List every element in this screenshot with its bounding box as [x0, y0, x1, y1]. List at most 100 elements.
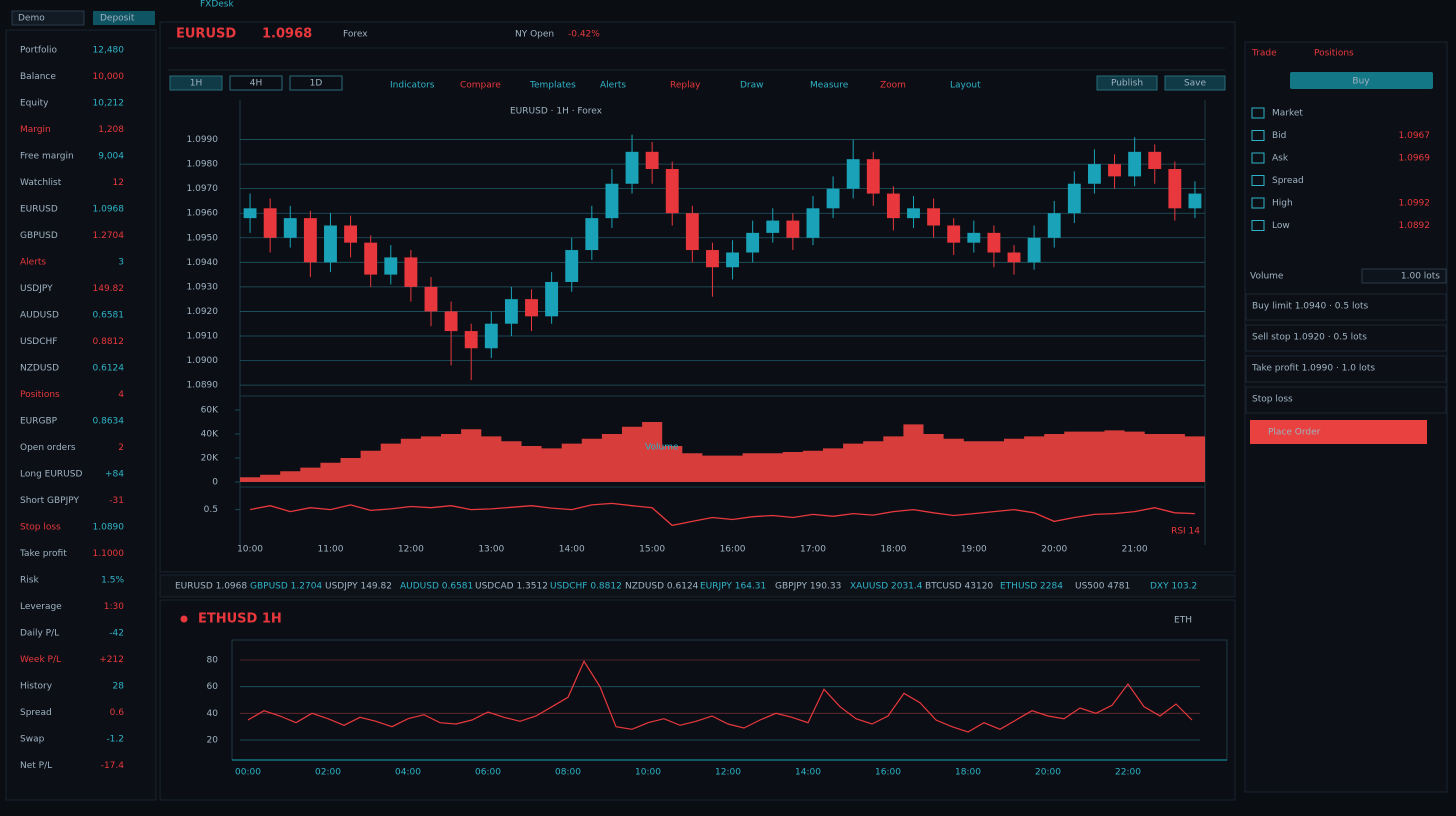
toolbar-tool[interactable]: Compare — [460, 81, 501, 91]
order-label[interactable]: Buy limit 1.0940 · 0.5 lots — [1252, 302, 1369, 312]
ticker-item[interactable]: USDCAD 1.3512 — [475, 582, 548, 592]
toolbar-tool[interactable]: Layout — [950, 81, 981, 91]
ticker-item[interactable]: USDJPY 149.82 — [325, 582, 392, 592]
account-select[interactable] — [11, 10, 85, 26]
sidebar-label[interactable]: Spread — [20, 708, 52, 718]
place-order-label[interactable]: Place Order — [1268, 428, 1321, 438]
ticker-item[interactable]: ETHUSD 2284 — [1000, 582, 1063, 592]
order-row[interactable] — [1245, 293, 1447, 321]
toolbar-tool[interactable]: Zoom — [880, 81, 906, 91]
sidebar-label[interactable]: Risk — [20, 576, 39, 586]
candle-body — [344, 225, 358, 243]
sidebar-label[interactable]: Equity — [20, 99, 49, 109]
candle-body — [866, 159, 880, 194]
candle-body — [907, 208, 920, 219]
sidebar-label[interactable]: Watchlist — [20, 178, 62, 188]
candle-body — [1188, 193, 1202, 209]
deposit-button[interactable] — [93, 11, 155, 25]
order-label[interactable]: Stop loss — [1252, 395, 1293, 405]
sidebar-label[interactable]: Margin — [20, 125, 51, 135]
watch-label: Market — [1272, 109, 1303, 119]
sidebar-label[interactable]: Short GBPJPY — [20, 496, 79, 506]
timeframe-button[interactable] — [289, 75, 343, 91]
sidebar-label[interactable]: Portfolio — [20, 46, 58, 56]
sidebar-label[interactable]: USDJPY — [20, 284, 53, 294]
sidebar-label[interactable]: Week P/L — [20, 655, 61, 665]
y-tick-label: 1.0920 — [187, 307, 219, 317]
ticker-item[interactable]: BTCUSD 43120 — [925, 582, 993, 592]
sidebar-label[interactable]: Take profit — [19, 549, 67, 559]
ticker-item[interactable]: NZDUSD 0.6124 — [625, 582, 699, 592]
order-row[interactable] — [1245, 324, 1447, 352]
action-label[interactable]: Publish — [1111, 79, 1143, 89]
action-button[interactable] — [1164, 75, 1226, 91]
sidebar-label[interactable]: History — [20, 682, 53, 692]
sidebar-label[interactable]: Positions — [20, 390, 60, 400]
timeframe-label[interactable]: 1D — [310, 79, 323, 89]
volume-value[interactable]: 1.00 lots — [1401, 272, 1440, 282]
sidebar-label[interactable]: AUDUSD — [20, 311, 59, 321]
watch-icon — [1251, 107, 1265, 119]
deposit[interactable]: Deposit — [100, 14, 135, 24]
ticker-item[interactable]: AUDUSD 0.6581 — [400, 582, 473, 592]
volume-input[interactable] — [1361, 268, 1447, 284]
y-tick-label: 1.0990 — [187, 135, 219, 145]
volume-title: Volume — [645, 443, 679, 453]
ticker-item[interactable]: GBPJPY 190.33 — [775, 582, 841, 592]
ticker-item[interactable]: GBPUSD 1.2704 — [250, 582, 322, 592]
ticker-item[interactable]: XAUUSD 2031.4 — [850, 582, 923, 592]
toolbar-tool[interactable]: Replay — [670, 81, 701, 91]
place-order-button[interactable] — [1250, 420, 1427, 444]
sidebar-label[interactable]: Leverage — [20, 602, 62, 612]
ticker-item[interactable]: USDCHF 0.8812 — [550, 582, 622, 592]
buy-label[interactable]: Buy — [1352, 77, 1370, 87]
market: Forex — [343, 30, 368, 40]
timeframe-label[interactable]: 4H — [250, 79, 263, 89]
timeframe-button[interactable] — [169, 75, 223, 91]
toolbar-tool[interactable]: Alerts — [600, 81, 626, 91]
ticker-item[interactable]: DXY 103.2 — [1150, 582, 1197, 592]
toolbar-tool[interactable]: Draw — [740, 81, 764, 91]
sidebar-value: 1:30 — [104, 602, 124, 612]
candle-body — [746, 232, 760, 253]
sidebar-label[interactable]: Net P/L — [20, 761, 52, 771]
panel-tab[interactable]: Positions — [1314, 49, 1354, 59]
right-panel — [1244, 41, 1448, 793]
x-tick-label: 18:00 — [880, 545, 906, 555]
sidebar-label[interactable]: Daily P/L — [20, 629, 59, 639]
x-tick-label: 15:00 — [639, 545, 665, 555]
toolbar-tool[interactable]: Indicators — [390, 81, 435, 91]
sidebar-label[interactable]: EURUSD — [20, 205, 58, 215]
sidebar-label[interactable]: Balance — [20, 72, 56, 82]
sidebar-label[interactable]: Long EURUSD — [20, 470, 82, 480]
action-button[interactable] — [1096, 75, 1158, 91]
x-tick-label: 02:00 — [315, 768, 341, 778]
order-row[interactable] — [1245, 386, 1447, 414]
sidebar-label[interactable]: Alerts — [20, 258, 46, 268]
panel-tab[interactable]: Trade — [1251, 49, 1277, 59]
toolbar-tool[interactable]: Measure — [810, 81, 849, 91]
ticker-strip — [159, 574, 1236, 598]
ticker-item[interactable]: EURJPY 164.31 — [700, 582, 766, 592]
candle-body — [605, 183, 619, 219]
ticker-item[interactable]: US500 4781 — [1075, 582, 1130, 592]
sidebar-label[interactable]: NZDUSD — [20, 364, 59, 374]
x-tick-label: 18:00 — [955, 768, 981, 778]
sidebar-label[interactable]: Stop loss — [20, 523, 61, 533]
sidebar-label[interactable]: USDCHF — [20, 337, 57, 347]
sidebar-label[interactable]: GBPUSD — [20, 231, 58, 241]
timeframe-button[interactable] — [229, 75, 283, 91]
sidebar-label[interactable]: EURGBP — [20, 417, 58, 427]
sidebar-label[interactable]: Swap — [20, 735, 45, 745]
action-label[interactable]: Save — [1184, 79, 1207, 89]
sidebar-label[interactable]: Open orders — [20, 443, 76, 453]
order-label[interactable]: Sell stop 1.0920 · 0.5 lots — [1252, 333, 1367, 343]
order-label[interactable]: Take profit 1.0990 · 1.0 lots — [1251, 364, 1375, 374]
candle-body — [987, 232, 1001, 253]
toolbar-tool[interactable]: Templates — [529, 81, 576, 91]
ticker-item[interactable]: EURUSD 1.0968 — [175, 582, 247, 592]
sidebar-label[interactable]: Free margin — [20, 152, 74, 162]
order-row[interactable] — [1245, 355, 1447, 383]
buy-button[interactable] — [1290, 72, 1433, 89]
timeframe-label[interactable]: 1H — [190, 79, 203, 89]
